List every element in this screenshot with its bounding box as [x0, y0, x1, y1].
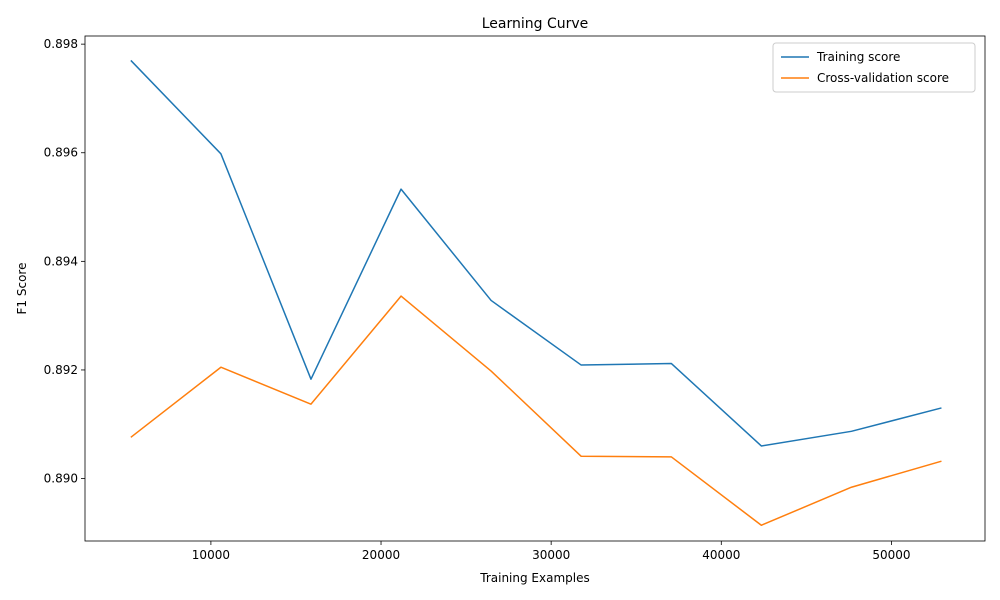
chart-title: Learning Curve	[482, 16, 589, 32]
legend: Training score Cross-validation score	[772, 42, 976, 93]
y-tick-label: 0.896	[44, 146, 78, 160]
x-axis-label: Training Examples	[479, 571, 589, 585]
legend-box	[772, 42, 976, 93]
plot-area	[84, 35, 986, 542]
legend-label-training: Training score	[816, 50, 900, 64]
y-axis: 0.890 0.892 0.894 0.896 0.898	[44, 37, 85, 486]
x-tick-label: 20000	[362, 548, 400, 562]
y-tick-label: 0.898	[44, 37, 78, 51]
series-line-cross-validation	[130, 295, 942, 526]
plot-background	[85, 36, 985, 541]
legend-label-cross-validation: Cross-validation score	[817, 71, 949, 85]
y-axis-label: F1 Score	[15, 263, 29, 315]
plot-frame	[84, 35, 986, 542]
x-axis: 10000 20000 30000 40000 50000	[192, 541, 911, 562]
x-tick-label: 30000	[532, 548, 570, 562]
series-line-training	[130, 59, 942, 447]
x-tick-label: 50000	[872, 548, 910, 562]
y-tick-label: 0.892	[44, 363, 78, 377]
x-tick-label: 10000	[192, 548, 230, 562]
x-tick-label: 40000	[702, 548, 740, 562]
y-tick-label: 0.894	[44, 254, 78, 268]
y-tick-label: 0.890	[44, 472, 78, 486]
